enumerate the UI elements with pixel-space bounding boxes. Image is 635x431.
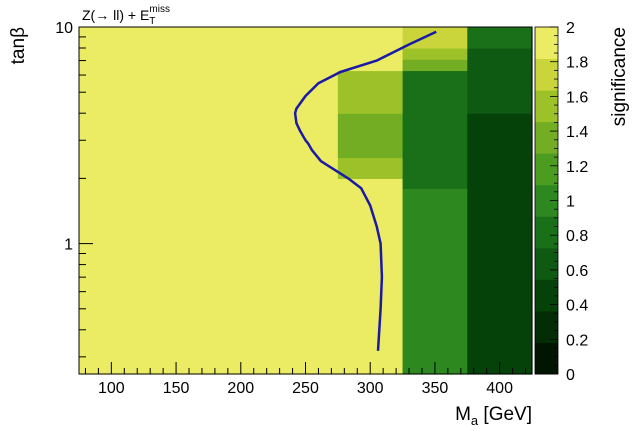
heatmap-cell	[337, 218, 404, 375]
heatmap-cell	[467, 70, 533, 103]
heatmap-cell	[79, 102, 339, 114]
color-scale-tick-label: 1.2	[566, 159, 588, 176]
heatmap-cell	[337, 47, 404, 60]
y-tick-label: 1	[64, 237, 73, 254]
color-scale-step	[535, 27, 558, 60]
color-scale-step	[535, 342, 558, 375]
heatmap-cells	[79, 27, 533, 375]
x-tick-label: 200	[227, 380, 254, 397]
color-scale-tick-label: 0.2	[566, 332, 588, 349]
y-axis-label: tanβ	[8, 27, 29, 64]
color-scale-tick-label: 1.4	[566, 124, 588, 141]
color-scale-step	[535, 184, 558, 217]
heatmap-cell	[79, 178, 339, 189]
color-scale-step	[535, 58, 558, 91]
color-scale-step	[535, 153, 558, 186]
heatmap-cell	[79, 157, 339, 179]
color-scale-tick-label: 1	[566, 194, 575, 211]
color-scale-tick-label: 0.4	[566, 298, 588, 315]
heatmap-cell	[467, 113, 533, 141]
heatmap-cell	[467, 140, 533, 159]
color-scale-ticks: 0 0.2 0.4 0.6 0.8 1 1.2 1.4 1.6 1.8 2	[550, 20, 588, 384]
heatmap-cell	[337, 70, 404, 103]
x-tick-label: 100	[98, 380, 125, 397]
color-scale-step	[535, 90, 558, 123]
color-scale-step	[535, 216, 558, 249]
heatmap-cell	[79, 27, 339, 49]
heatmap-cell	[79, 47, 339, 60]
heatmap-cell	[467, 178, 533, 189]
heatmap-cell	[79, 70, 339, 103]
heatmap-cell	[79, 218, 339, 375]
heatmap-cell	[467, 188, 533, 220]
color-scale-step	[535, 247, 558, 280]
heatmap-cell	[79, 59, 339, 72]
x-tick-label: 400	[486, 380, 513, 397]
heatmap-cell	[467, 102, 533, 114]
heatmap-cell	[402, 140, 468, 159]
heatmap-cell	[402, 102, 468, 114]
color-scale-step	[535, 279, 558, 312]
heatmap-cell	[402, 218, 468, 375]
color-scale-tick-label: 0.6	[566, 263, 588, 280]
heatmap-cell	[467, 157, 533, 179]
heatmap-cell	[402, 27, 468, 49]
heatmap-cell	[467, 59, 533, 72]
color-scale-label: significance	[609, 27, 630, 126]
heatmap-cell	[402, 157, 468, 179]
heatmap-cell	[467, 47, 533, 60]
heatmap-cell	[337, 140, 404, 159]
heatmap-cell	[402, 47, 468, 60]
color-scale-step	[535, 121, 558, 154]
heatmap-cell	[467, 218, 533, 375]
x-tick-label: 150	[163, 380, 190, 397]
color-scale	[534, 26, 559, 375]
color-scale-tick-label: 0	[566, 367, 575, 384]
color-scale-tick-label: 2	[566, 20, 575, 37]
heatmap-cell	[337, 102, 404, 114]
heatmap-cell	[79, 140, 339, 159]
heatmap-cell	[467, 27, 533, 49]
color-scale-step	[535, 310, 558, 343]
heatmap-cell	[337, 157, 404, 179]
title-superscript: miss	[149, 4, 170, 15]
heatmap-cell	[337, 113, 404, 141]
y-axis-ticks: 1 10	[55, 20, 93, 358]
title-subscript: T	[149, 16, 155, 27]
heatmap-cell	[402, 70, 468, 103]
color-scale-tick-label: 0.8	[566, 228, 588, 245]
x-axis-ticks: 100 150 200 250 300 350 400	[84, 362, 527, 397]
chart-title: Z(→ ll) + ETmiss	[82, 4, 170, 27]
heatmap-cell	[402, 178, 468, 189]
x-axis-label: Ma [GeV]	[455, 404, 532, 428]
heatmap-cell	[337, 178, 404, 189]
heatmap-cell	[402, 59, 468, 72]
heatmap-cell	[402, 188, 468, 220]
x-axis-label-subscript: a	[471, 413, 479, 428]
heatmap-cell	[337, 27, 404, 49]
x-tick-label: 250	[292, 380, 319, 397]
color-scale-tick-label: 1.6	[566, 89, 588, 106]
heatmap-cell	[402, 113, 468, 141]
color-scale-tick-label: 1.8	[566, 55, 588, 72]
y-tick-label: 10	[55, 20, 73, 37]
significance-contour	[293, 30, 437, 351]
x-tick-label: 350	[422, 380, 449, 397]
x-tick-label: 300	[357, 380, 384, 397]
heatmap-cell	[337, 59, 404, 72]
heatmap-cell	[79, 188, 339, 220]
